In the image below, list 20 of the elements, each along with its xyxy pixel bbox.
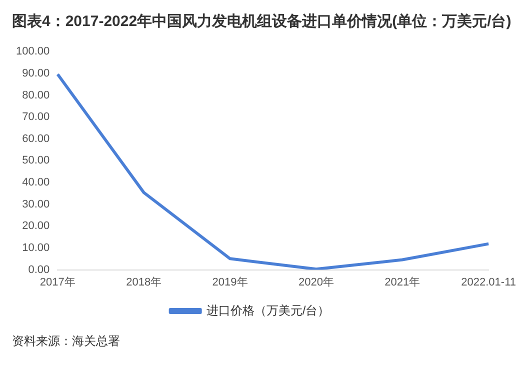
x-tick-label: 2017年 [40, 276, 76, 288]
x-tick-label: 2021年 [384, 276, 420, 288]
legend-label: 进口价格（万美元/台） [206, 303, 330, 318]
chart-title: 图表4：2017-2022年中国风力发电机组设备进口单价情况(单位：万美元/台) [11, 12, 512, 32]
y-tick-label: 20.00 [22, 220, 50, 232]
y-tick-label: 70.00 [22, 111, 50, 124]
y-tick-label: 100.00 [16, 46, 50, 58]
y-tick-label: 40.00 [22, 176, 50, 189]
x-tick-label: 2018年 [126, 276, 162, 288]
y-tick-label: 30.00 [22, 198, 50, 210]
x-tick-label: 2019年 [212, 276, 248, 288]
y-tick-label: 0.00 [28, 264, 50, 276]
x-tick-label: 2022.01-11 [461, 276, 516, 288]
x-tick-label: 2020年 [298, 276, 334, 288]
y-tick-label: 50.00 [22, 154, 50, 167]
text: 资料来源：海关总署 [11, 333, 121, 350]
y-tick-label: 90.00 [22, 67, 50, 80]
y-tick-label: 10.00 [22, 242, 50, 254]
y-tick-label: 60.00 [22, 132, 50, 145]
y-tick-label: 80.00 [22, 89, 50, 102]
